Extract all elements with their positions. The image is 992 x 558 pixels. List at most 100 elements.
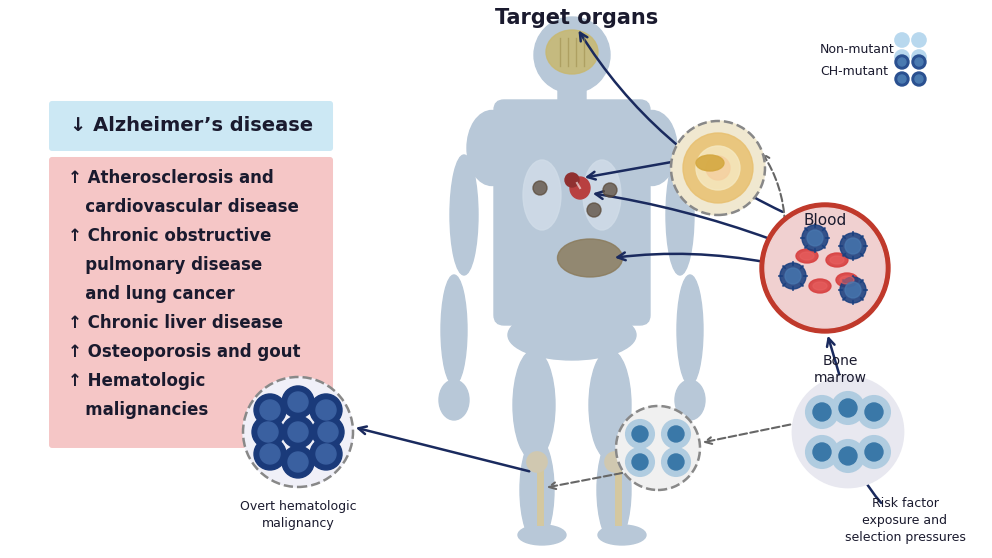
Text: Target organs: Target organs — [495, 8, 659, 28]
Circle shape — [603, 183, 617, 197]
Circle shape — [258, 422, 278, 442]
FancyBboxPatch shape — [494, 100, 650, 325]
Circle shape — [288, 452, 308, 472]
Ellipse shape — [809, 279, 831, 293]
Circle shape — [254, 438, 286, 470]
Text: cardiovascular disease: cardiovascular disease — [68, 198, 299, 216]
Ellipse shape — [666, 155, 694, 275]
Ellipse shape — [520, 437, 554, 542]
Circle shape — [915, 75, 923, 83]
Circle shape — [840, 277, 866, 303]
Circle shape — [260, 400, 280, 420]
Circle shape — [310, 394, 342, 426]
Ellipse shape — [441, 275, 467, 385]
Circle shape — [760, 203, 890, 333]
Text: Blood: Blood — [804, 213, 846, 228]
Circle shape — [806, 396, 838, 428]
Ellipse shape — [813, 282, 827, 290]
Ellipse shape — [518, 525, 566, 545]
FancyBboxPatch shape — [558, 77, 586, 111]
Text: Overt hematologic
malignancy: Overt hematologic malignancy — [240, 500, 356, 530]
Text: ↑ Chronic obstructive: ↑ Chronic obstructive — [68, 227, 272, 245]
Circle shape — [898, 75, 906, 83]
Ellipse shape — [508, 310, 636, 360]
Circle shape — [534, 17, 610, 93]
Circle shape — [858, 396, 890, 428]
Circle shape — [895, 72, 909, 86]
Circle shape — [282, 386, 314, 418]
Ellipse shape — [523, 160, 561, 230]
Circle shape — [858, 436, 890, 468]
Ellipse shape — [627, 110, 677, 185]
Ellipse shape — [796, 249, 818, 263]
Ellipse shape — [467, 110, 517, 185]
Ellipse shape — [597, 437, 631, 542]
Circle shape — [802, 225, 828, 251]
Circle shape — [533, 181, 547, 195]
Text: pulmonary disease: pulmonary disease — [68, 256, 262, 274]
Circle shape — [662, 448, 690, 476]
Circle shape — [915, 58, 923, 66]
Ellipse shape — [583, 160, 621, 230]
Circle shape — [840, 233, 866, 259]
Ellipse shape — [546, 30, 598, 74]
Circle shape — [254, 394, 286, 426]
Circle shape — [912, 50, 926, 64]
Circle shape — [587, 203, 601, 217]
Circle shape — [682, 133, 753, 203]
Circle shape — [288, 422, 308, 442]
Ellipse shape — [800, 252, 814, 260]
Circle shape — [671, 121, 765, 215]
Circle shape — [898, 58, 906, 66]
Circle shape — [318, 422, 338, 442]
Ellipse shape — [589, 350, 631, 460]
Text: ↑ Atherosclerosis and: ↑ Atherosclerosis and — [68, 169, 274, 187]
Text: ↓ Alzheimer’s disease: ↓ Alzheimer’s disease — [70, 117, 313, 136]
Text: ↑ Hematologic: ↑ Hematologic — [68, 372, 205, 390]
Circle shape — [282, 416, 314, 448]
Circle shape — [865, 403, 883, 421]
Text: Risk factor
exposure and
selection pressures: Risk factor exposure and selection press… — [844, 497, 965, 544]
Circle shape — [785, 268, 801, 284]
Ellipse shape — [696, 155, 724, 171]
Ellipse shape — [830, 256, 844, 264]
Ellipse shape — [598, 525, 646, 545]
Circle shape — [662, 420, 690, 448]
Circle shape — [282, 446, 314, 478]
Circle shape — [260, 444, 280, 464]
Circle shape — [626, 420, 654, 448]
Circle shape — [912, 33, 926, 47]
Circle shape — [668, 454, 684, 470]
Ellipse shape — [675, 380, 705, 420]
Text: Non-mutant: Non-mutant — [820, 44, 895, 56]
Circle shape — [765, 208, 885, 328]
Circle shape — [706, 156, 730, 180]
Ellipse shape — [826, 253, 848, 267]
Ellipse shape — [450, 155, 478, 275]
Circle shape — [806, 436, 838, 468]
Circle shape — [696, 146, 740, 190]
Circle shape — [632, 454, 648, 470]
Text: CH-mutant: CH-mutant — [820, 65, 888, 79]
Circle shape — [895, 33, 909, 47]
Circle shape — [895, 55, 909, 69]
Circle shape — [316, 444, 336, 464]
Circle shape — [845, 238, 861, 254]
Ellipse shape — [565, 173, 579, 187]
Text: Bone
marrow: Bone marrow — [813, 354, 866, 385]
Text: and lung cancer: and lung cancer — [68, 285, 235, 303]
Circle shape — [895, 50, 909, 64]
Circle shape — [243, 377, 353, 487]
Circle shape — [832, 392, 864, 424]
Text: ↑ Osteoporosis and gout: ↑ Osteoporosis and gout — [68, 343, 301, 361]
Circle shape — [312, 416, 344, 448]
Circle shape — [316, 400, 336, 420]
Ellipse shape — [558, 239, 623, 277]
Circle shape — [668, 426, 684, 442]
Circle shape — [780, 263, 806, 289]
Ellipse shape — [677, 275, 703, 385]
Circle shape — [288, 392, 308, 412]
Ellipse shape — [570, 177, 590, 199]
Circle shape — [839, 447, 857, 465]
Ellipse shape — [439, 380, 469, 420]
